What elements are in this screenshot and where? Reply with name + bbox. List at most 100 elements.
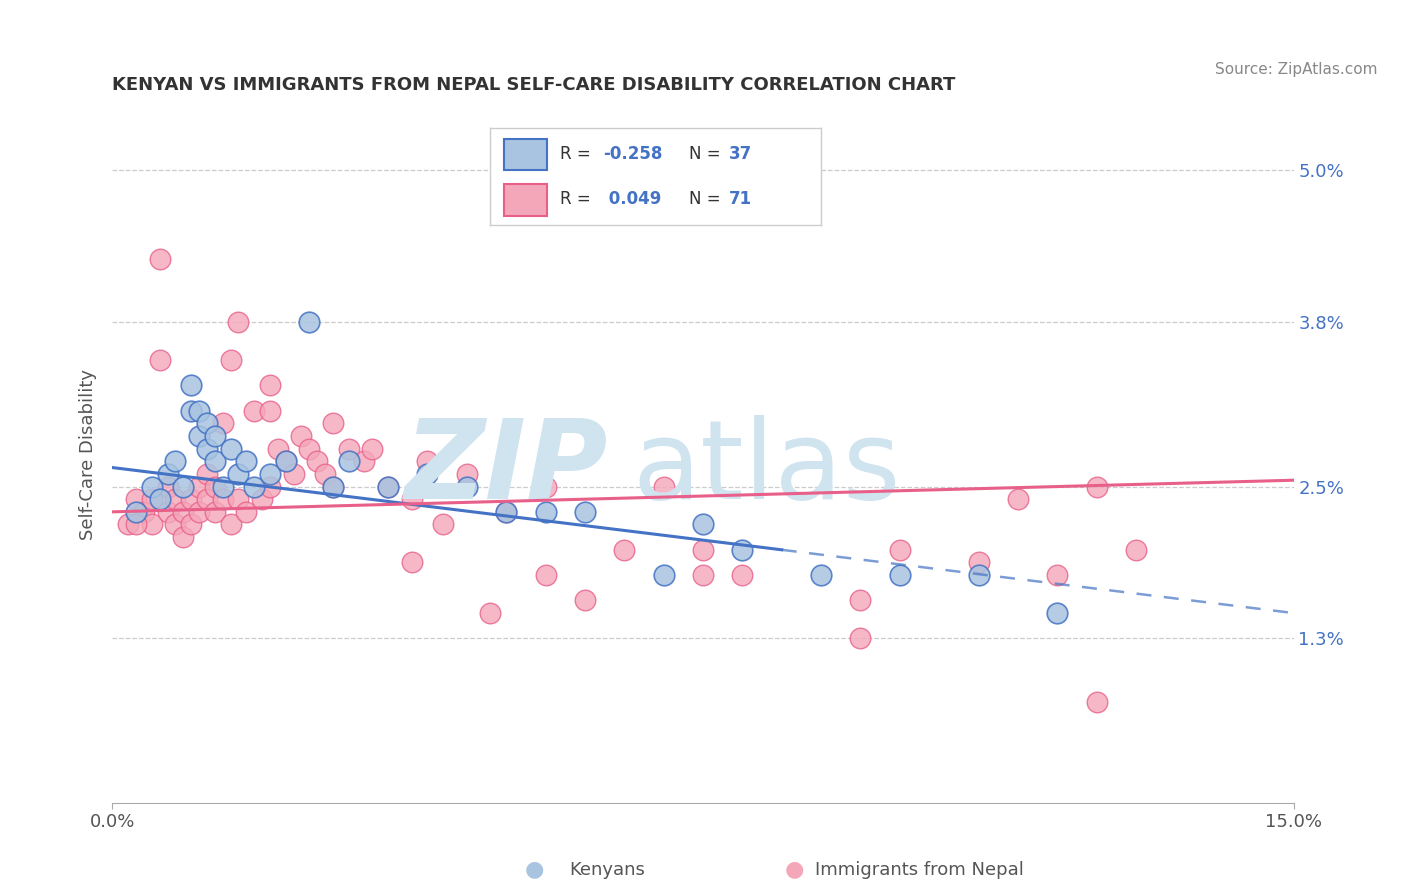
Point [401, 556, 423, 570]
Point [534, 568, 557, 582]
Point [401, 492, 423, 507]
Point [228, 467, 250, 481]
Point [211, 492, 233, 507]
Point [125, 517, 148, 532]
Point [967, 556, 990, 570]
Point [432, 517, 454, 532]
Point [195, 467, 218, 481]
Point [259, 403, 281, 417]
Point [353, 454, 375, 468]
Text: Kenyans: Kenyans [569, 861, 645, 879]
Point [141, 479, 163, 493]
Point [132, 505, 155, 519]
Point [652, 568, 675, 582]
Point [534, 479, 557, 493]
Point [574, 505, 596, 519]
Point [180, 403, 202, 417]
Point [456, 479, 478, 493]
Point [165, 517, 187, 532]
Point [188, 505, 211, 519]
Point [243, 479, 266, 493]
Point [314, 467, 336, 481]
Point [259, 479, 281, 493]
Point [228, 315, 250, 329]
Point [235, 505, 257, 519]
Point [322, 479, 344, 493]
Point [613, 542, 636, 557]
Point [117, 517, 139, 532]
Point [322, 417, 344, 431]
Point [195, 492, 218, 507]
Point [495, 505, 517, 519]
Point [211, 417, 233, 431]
Point [204, 505, 226, 519]
Point [188, 479, 211, 493]
Point [274, 454, 297, 468]
Point [219, 442, 242, 456]
Point [156, 467, 179, 481]
Point [250, 492, 273, 507]
Point [219, 517, 242, 532]
Point [377, 479, 399, 493]
Point [337, 442, 360, 456]
Point [195, 417, 218, 431]
Point [1007, 492, 1029, 507]
Text: ●: ● [524, 860, 544, 880]
Point [889, 542, 911, 557]
Text: ●: ● [785, 860, 804, 880]
Point [298, 442, 321, 456]
Point [692, 568, 714, 582]
Point [298, 315, 321, 329]
Text: Source: ZipAtlas.com: Source: ZipAtlas.com [1215, 62, 1378, 78]
Point [219, 353, 242, 368]
Point [810, 568, 832, 582]
Point [274, 454, 297, 468]
Point [180, 492, 202, 507]
Point [361, 442, 384, 456]
Point [156, 479, 179, 493]
Point [377, 479, 399, 493]
Point [495, 505, 517, 519]
Point [188, 429, 211, 443]
Point [180, 378, 202, 392]
Point [204, 429, 226, 443]
Point [125, 492, 148, 507]
Text: Immigrants from Nepal: Immigrants from Nepal [815, 861, 1025, 879]
Point [849, 593, 872, 607]
Point [652, 479, 675, 493]
Point [692, 542, 714, 557]
Point [456, 467, 478, 481]
Point [204, 479, 226, 493]
Point [259, 378, 281, 392]
Point [204, 454, 226, 468]
Point [211, 479, 233, 493]
Point [195, 442, 218, 456]
Text: KENYAN VS IMMIGRANTS FROM NEPAL SELF-CARE DISABILITY CORRELATION CHART: KENYAN VS IMMIGRANTS FROM NEPAL SELF-CAR… [112, 77, 956, 95]
Point [1085, 695, 1108, 709]
Point [283, 467, 305, 481]
Point [243, 403, 266, 417]
Point [1125, 542, 1147, 557]
Point [228, 492, 250, 507]
Point [267, 442, 290, 456]
Point [180, 517, 202, 532]
Point [141, 492, 163, 507]
Y-axis label: Self-Care Disability: Self-Care Disability [79, 369, 97, 541]
Point [479, 606, 502, 620]
Point [156, 505, 179, 519]
Point [125, 505, 148, 519]
Point [235, 454, 257, 468]
Point [149, 353, 172, 368]
Point [141, 517, 163, 532]
Point [416, 454, 439, 468]
Point [337, 454, 360, 468]
Point [967, 568, 990, 582]
Point [574, 593, 596, 607]
Point [416, 467, 439, 481]
Point [322, 479, 344, 493]
Point [731, 568, 754, 582]
Point [172, 530, 194, 544]
Point [290, 429, 312, 443]
Point [165, 454, 187, 468]
Point [1085, 479, 1108, 493]
